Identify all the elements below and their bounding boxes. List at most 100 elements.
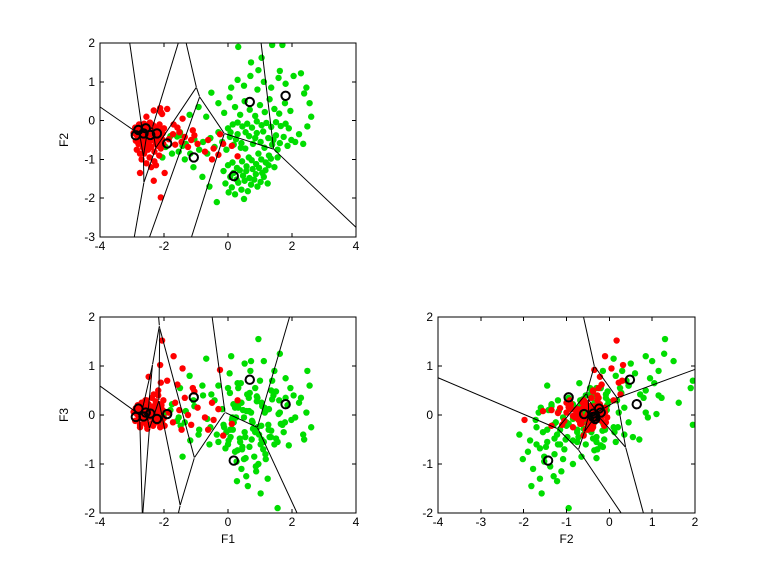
scatter-point-green [213, 198, 220, 206]
scatter-point-green [533, 441, 540, 448]
scatter-point-red [601, 353, 609, 360]
scatter-point-green [281, 99, 289, 107]
scatter-point-red [191, 132, 198, 139]
voronoi-edge [179, 458, 195, 506]
scatter-point-green [251, 176, 258, 183]
scatter-point-red [210, 416, 217, 424]
scatter-point-green [223, 146, 230, 153]
scatter-point-green [231, 404, 239, 411]
scatter-point-green [248, 124, 256, 131]
scatter-point-green [599, 367, 607, 375]
cluster-centers-layer [130, 374, 291, 466]
subplot-f3-vs-f1: -4 -2 0 2 4 -2 -1 0 1 2 F3 F1 [57, 310, 360, 546]
scatter-point-green [612, 372, 619, 379]
y-tick-label: 1 [426, 359, 433, 373]
scatter-point-green [578, 453, 585, 460]
scatter-point-green [602, 394, 610, 402]
scatter-point-green [244, 482, 252, 490]
scatter-point-green [538, 490, 545, 497]
scatter-point-green [644, 414, 652, 421]
scatter-point-green [276, 110, 283, 117]
cluster-center-marker [188, 152, 199, 163]
scatter-point-green [215, 99, 222, 107]
scatter-point-green [270, 392, 277, 399]
scatter-point-red [172, 399, 179, 406]
scatter-point-red [201, 148, 209, 155]
scatter-point-green [670, 357, 677, 365]
scatter-point-red [208, 156, 216, 163]
scatter-point-green [239, 443, 246, 451]
scatter-point-green [276, 67, 284, 75]
scatter-point-green [247, 59, 255, 66]
scatter-point-green [689, 421, 695, 428]
scatter-point-green [263, 119, 270, 127]
scatter-point-green [246, 174, 253, 182]
subplot-f2-vs-f1-svg: -4 -2 0 2 4 -3 -2 -1 0 1 2 F2 [57, 36, 360, 253]
scatter-point-green [271, 163, 278, 171]
scatter-point-green [175, 414, 182, 421]
scatter-point-green [220, 109, 228, 117]
scatter-point-green [229, 426, 236, 433]
scatter-point-green [227, 433, 234, 441]
scatter-point-green [236, 111, 244, 118]
scatter-point-red [174, 381, 181, 388]
scatter-point-green [599, 427, 606, 434]
scatter-point-green [252, 160, 260, 168]
scatter-point-green [222, 445, 229, 452]
scatter-point-green [241, 428, 248, 436]
subplot-f2-vs-f1: -4 -2 0 2 4 -3 -2 -1 0 1 2 F2 [57, 36, 360, 253]
x-tick-label: -2 [518, 515, 529, 529]
scatter-point-red [156, 121, 163, 128]
scatter-point-green [653, 410, 660, 418]
scatter-point-green [582, 441, 589, 448]
subplot-f3-vs-f2: -4 -3 -2 -1 0 1 2 -2 -1 0 1 2 F2 [422, 310, 698, 546]
scatter-point-green [236, 438, 244, 446]
scatter-point-green [199, 173, 206, 181]
cluster-center-marker [578, 408, 590, 420]
scatter-point-green [252, 170, 260, 178]
scatter-point-green [629, 433, 637, 441]
scatter-point-green [642, 409, 649, 416]
scatter-point-green [646, 375, 654, 382]
scatter-point-green [258, 156, 265, 163]
scatter-point-green [276, 397, 283, 404]
cluster-center-marker [228, 170, 239, 182]
scatter-point-green [239, 123, 246, 130]
voronoi-edge [100, 106, 140, 135]
scatter-point-green [544, 426, 551, 433]
scatter-point-green [542, 443, 550, 451]
scatter-point-green [660, 350, 668, 357]
axes-layer: -4 -3 -2 -1 0 1 2 -2 -1 0 1 2 [422, 310, 698, 529]
scatter-point-green [297, 70, 305, 77]
scatter-point-green [258, 399, 265, 406]
scatter-point-red [143, 160, 150, 167]
scatter-point-green [642, 387, 649, 394]
scatter-point-red [234, 153, 241, 160]
scatter-point-green [648, 357, 656, 365]
scatter-point-red [596, 373, 604, 380]
scatter-point-green [215, 382, 222, 389]
scatter-point-green [519, 455, 527, 463]
scatter-point-green [243, 167, 250, 175]
scatter-point-green [276, 139, 284, 147]
scatter-point-green [252, 468, 260, 475]
scatter-point-red [178, 426, 185, 433]
scatter-point-green [265, 134, 272, 142]
scatter-point-green [262, 167, 269, 174]
scatter-point-green [237, 144, 244, 151]
scatter-point-red [216, 130, 224, 138]
scatter-point-green [282, 120, 289, 127]
x-tick-label: -4 [433, 515, 444, 529]
x-tick-label: 0 [225, 515, 232, 529]
scatter-point-green [234, 447, 241, 454]
scatter-point-green [274, 438, 281, 446]
scatter-point-red [559, 421, 566, 428]
scatter-point-green [554, 441, 562, 448]
scatter-point-green [265, 152, 273, 159]
scatter-point-green [255, 150, 262, 157]
scatter-point-green [561, 446, 568, 453]
scatter-point-green [257, 490, 264, 497]
scatter-point-green [553, 431, 561, 438]
x-tick-label: 0 [606, 515, 613, 529]
scatter-point-green [238, 186, 245, 193]
